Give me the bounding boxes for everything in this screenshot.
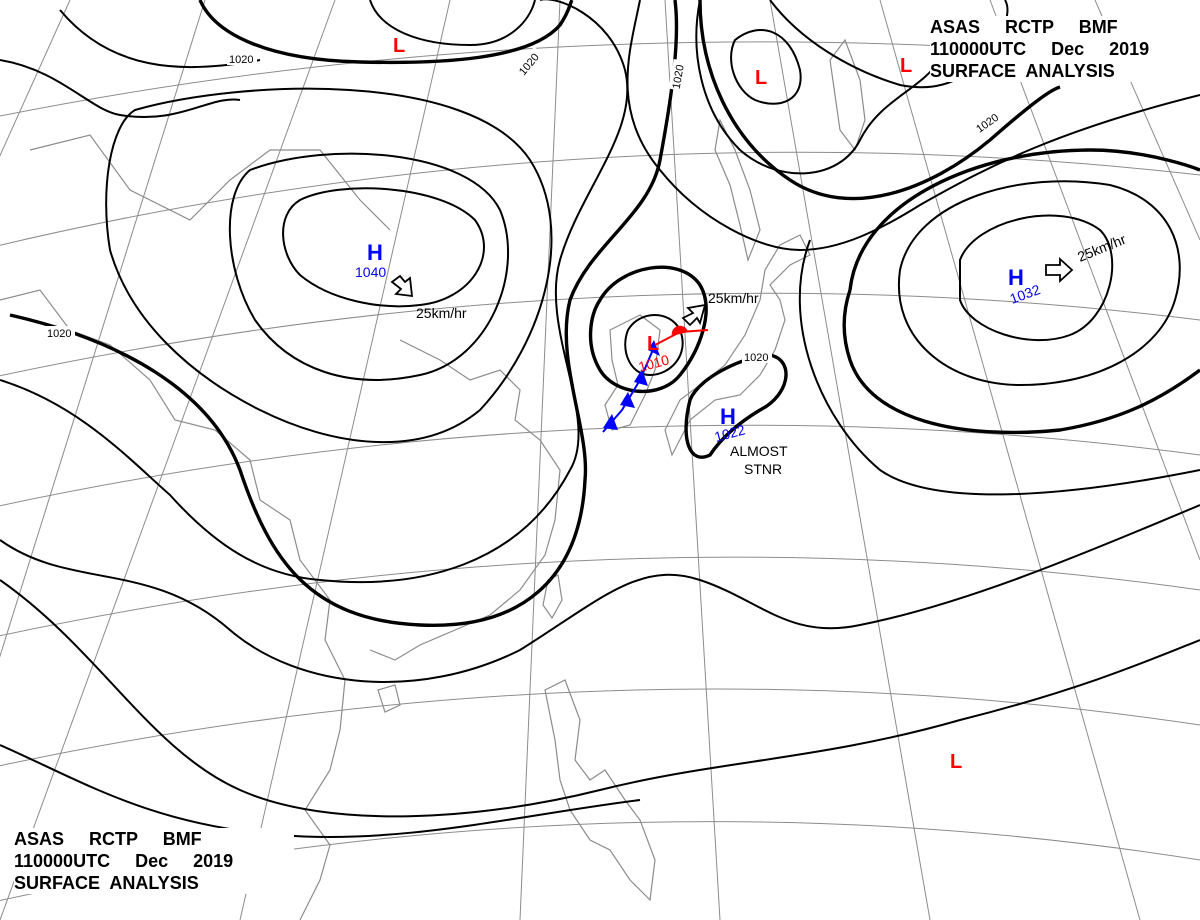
header-line: SURFACE ANALYSIS [930, 61, 1115, 81]
warm-front-icon [671, 325, 688, 336]
kamchatka-coastline [829, 38, 866, 152]
header-line: ASAS RCTP BMF [930, 17, 1118, 37]
latitude-line [0, 556, 1200, 637]
china-coastline [369, 339, 561, 661]
longitude-line [769, 0, 931, 920]
isobar [684, 353, 788, 459]
taiwan-coastline [542, 574, 563, 620]
isobar [198, 0, 574, 65]
isobar [0, 579, 1200, 818]
korea-coastline [604, 314, 661, 431]
isobar [228, 152, 509, 381]
longitude-line [0, 0, 336, 920]
svg-text:1020: 1020 [671, 64, 687, 90]
isobar [695, 0, 941, 175]
cold-front-icon [634, 369, 648, 386]
motion-speed-label: 25km/hr [416, 305, 467, 321]
stationary-note: ALMOST [730, 443, 788, 459]
latitude-line [0, 424, 1200, 507]
isobar [624, 314, 684, 377]
isobar [0, 59, 241, 119]
high-pressure-symbol: H [367, 240, 383, 265]
isobar [626, 0, 1200, 252]
isobar [369, 0, 536, 47]
longitude-line [664, 0, 721, 920]
high-pressure-value: 1040 [355, 264, 386, 280]
coastlines [0, 38, 866, 920]
isobar [959, 214, 1114, 342]
longitude-line [519, 0, 561, 920]
motion-arrows [390, 256, 1074, 327]
hainan-coastline [377, 684, 401, 713]
latitude-line [0, 292, 1200, 377]
motion-speed-label: 25km/hr [1075, 231, 1128, 265]
motion-speed-label: 25km/hr [708, 290, 759, 306]
cold-front-icon [603, 414, 618, 430]
low-pressure-value: 1010 [637, 351, 671, 375]
isobar [105, 87, 553, 444]
svg-text:1020: 1020 [47, 328, 71, 340]
philippines-coastline [544, 679, 656, 902]
pressure-centers: H 1040 H 1032 H 1022 L 1010 L L L L [355, 35, 1042, 773]
longitude-line [879, 0, 1141, 920]
longitude-line [989, 0, 1200, 561]
isobar-label: 1020 [514, 46, 545, 78]
sakhalin-coastline [714, 118, 761, 263]
latitude-line [0, 688, 1200, 767]
cold-front-icon [648, 340, 660, 356]
high-pressure-symbol: H [720, 404, 736, 429]
longitude-line [0, 0, 206, 658]
stationary-note: STNR [744, 461, 782, 477]
isobar-label: 1020 [742, 350, 772, 364]
isobars [0, 0, 1200, 838]
fronts [602, 325, 709, 433]
isobar [698, 0, 1061, 201]
header-line: 110000UTC Dec 2019 [14, 851, 234, 871]
isobar [798, 239, 1200, 496]
isobar-label: 1020 [668, 59, 687, 91]
low-pressure-symbol: L [755, 67, 767, 89]
high-pressure-symbol: H [1008, 265, 1024, 290]
hollow-arrow-icon [1045, 256, 1074, 284]
svg-text:1020: 1020 [744, 352, 768, 364]
chart-header-bottom: ASAS RCTP BMF 110000UTC Dec 2019 SURFACE… [14, 828, 294, 894]
svg-text:1020: 1020 [229, 54, 253, 66]
header-line: 110000UTC Dec 2019 [930, 39, 1150, 59]
isobar [0, 744, 641, 838]
isobar [282, 187, 485, 308]
siberia-coastline [29, 134, 391, 231]
isobar [0, 504, 1200, 683]
low-pressure-symbol: L [647, 333, 659, 355]
low-pressure-symbol: L [900, 55, 912, 77]
longitude-line [0, 0, 71, 157]
hollow-arrow-icon [681, 303, 707, 327]
isobar-label: 1020 [45, 326, 75, 340]
low-pressure-symbol: L [393, 35, 405, 57]
latitude-line [0, 41, 1091, 117]
longitude-line [239, 0, 451, 920]
hollow-arrow-icon [390, 274, 414, 298]
japan-coastline [664, 234, 811, 457]
isobar [0, 0, 629, 583]
header-line: ASAS RCTP BMF [14, 829, 202, 849]
isobar [842, 148, 1200, 435]
low-pressure-symbol: L [950, 751, 962, 773]
isobar [9, 0, 679, 628]
chart-header-top: ASAS RCTP BMF 110000UTC Dec 2019 SURFACE… [930, 16, 1190, 82]
header-line: SURFACE ANALYSIS [14, 873, 199, 893]
isobar-label: 1020 [227, 52, 257, 66]
isobar [730, 29, 802, 105]
isobar [897, 180, 1181, 387]
isobar-labels: 1020 1020 1020 1020 1020 1020 [45, 46, 1005, 364]
latitude-line [0, 151, 1200, 246]
cold-front-icon [620, 392, 635, 408]
isobar [588, 265, 708, 394]
high-pressure-value: 1022 [713, 421, 747, 445]
